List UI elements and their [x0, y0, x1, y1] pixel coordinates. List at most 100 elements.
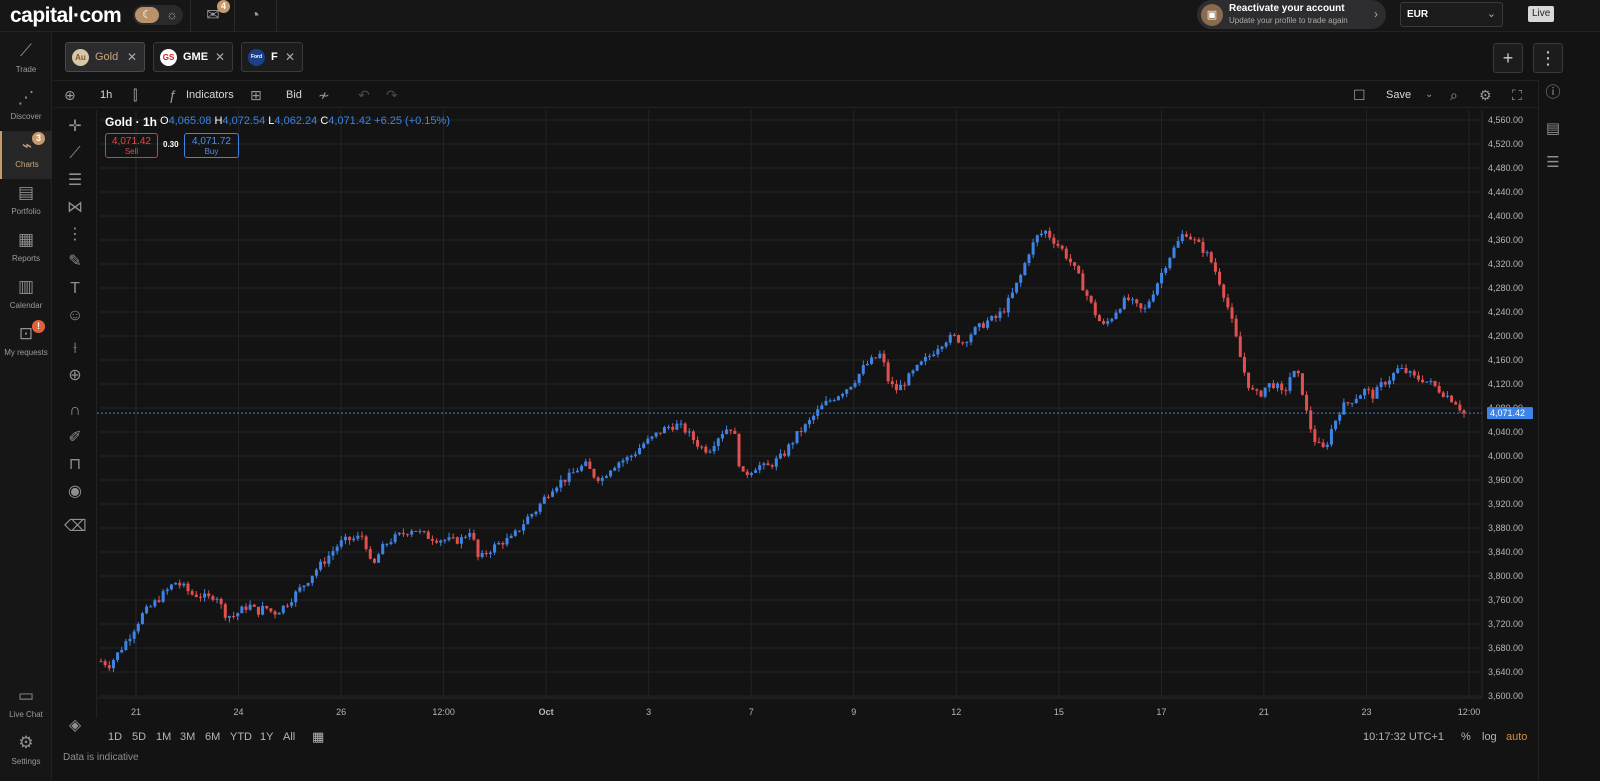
- search-zoom-icon[interactable]: ⌕: [1450, 87, 1458, 103]
- redo-icon[interactable]: ↷: [386, 87, 398, 103]
- lock-icon[interactable]: ⊓: [68, 456, 82, 473]
- y-tick-label: 4,480.00: [1488, 163, 1523, 173]
- sidebar-item-label: Charts: [15, 160, 39, 169]
- add-tab-button[interactable]: +: [1493, 43, 1523, 73]
- info-icon[interactable]: ⓘ: [1545, 84, 1561, 101]
- candle-body: [1251, 387, 1255, 390]
- reactivate-account-banner[interactable]: ▣ Reactivate your account Update your pr…: [1197, 0, 1386, 29]
- capital-logo[interactable]: capital·com: [10, 4, 122, 27]
- range-6m[interactable]: 6M: [205, 731, 221, 743]
- watchlist-icon[interactable]: ▤: [1545, 120, 1561, 137]
- ruler-icon[interactable]: ⟊: [72, 340, 78, 357]
- price-chart[interactable]: 3,600.00 3,640.00 3,680.00 3,720.00 3,760.00…: [97, 110, 1538, 725]
- layout-grid-icon[interactable]: ⊞: [250, 87, 262, 103]
- zoom-in-icon[interactable]: ⊕: [68, 367, 82, 384]
- range-5d[interactable]: 5D: [132, 731, 147, 743]
- tab-gme[interactable]: GS GME ✕: [153, 42, 233, 72]
- lock-drawing-icon[interactable]: ✐: [68, 429, 82, 446]
- close-icon[interactable]: ✕: [284, 50, 295, 64]
- auto-toggle[interactable]: auto: [1506, 731, 1528, 743]
- tab-gold[interactable]: Au Gold ✕: [65, 42, 145, 72]
- sidebar-item-settings[interactable]: ⚙ Settings: [0, 732, 52, 776]
- candle-body: [1450, 395, 1454, 403]
- list-icon[interactable]: ☰: [1546, 154, 1560, 171]
- candle-body: [310, 575, 314, 584]
- log-toggle[interactable]: log: [1482, 731, 1497, 743]
- eye-icon[interactable]: ◉: [68, 483, 82, 500]
- save-button[interactable]: Save: [1386, 89, 1412, 101]
- candle-body: [1201, 241, 1205, 253]
- sidebar-item-reports[interactable]: ▦ Reports: [0, 229, 52, 273]
- layers-icon[interactable]: ◈: [68, 717, 82, 734]
- candle-type-icon[interactable]: ⫿: [133, 87, 138, 103]
- candle-body: [327, 555, 331, 564]
- more-options-button[interactable]: ⋮: [1533, 43, 1563, 73]
- magnet-icon[interactable]: ∩: [69, 402, 81, 419]
- buy-button[interactable]: 4,071.72 Buy: [184, 133, 239, 158]
- price-side-button[interactable]: Bid: [286, 89, 302, 101]
- sidebar-item-my-requests[interactable]: ⊡ My requests: [0, 323, 52, 367]
- sidebar-item-discover[interactable]: ⋰ Discover: [0, 87, 52, 131]
- sidebar-item-portfolio[interactable]: ▤ Portfolio: [0, 182, 52, 226]
- candle-body: [103, 661, 107, 666]
- tab-f[interactable]: Ford F ✕: [241, 42, 303, 72]
- close-icon[interactable]: ✕: [126, 50, 137, 64]
- currency-select[interactable]: EUR ⌄: [1400, 2, 1503, 27]
- crosshair-icon[interactable]: ✛: [68, 118, 82, 135]
- candle-body: [306, 583, 310, 586]
- text-icon[interactable]: T: [70, 280, 80, 297]
- candle-body: [377, 554, 381, 563]
- pattern-icon[interactable]: ⋈: [67, 199, 83, 216]
- clock-time[interactable]: 10:17:32 UTC+1: [1363, 731, 1445, 743]
- percent-toggle[interactable]: %: [1461, 731, 1471, 743]
- horizontal-lines-icon[interactable]: ☰: [67, 172, 83, 189]
- mail-icon[interactable]: ✉: [206, 7, 220, 24]
- range-3m[interactable]: 3M: [180, 731, 196, 743]
- candle-body: [1387, 380, 1391, 385]
- sidebar-item-calendar[interactable]: ▥ Calendar: [0, 276, 52, 320]
- fullscreen-icon[interactable]: ⛶: [1512, 87, 1522, 103]
- replay-icon[interactable]: ≁: [318, 87, 330, 103]
- candle-body: [1346, 402, 1350, 404]
- live-mode-badge[interactable]: Live: [1528, 6, 1555, 22]
- brush-icon[interactable]: ✎: [68, 253, 82, 270]
- settings-icon[interactable]: ⚙: [1479, 87, 1492, 103]
- date-range-icon[interactable]: ▦: [312, 729, 325, 744]
- layout-square-icon[interactable]: ☐: [1353, 87, 1366, 103]
- range-all[interactable]: All: [283, 731, 296, 743]
- pie-chart-icon[interactable]: ◔: [250, 7, 260, 24]
- chevron-down-icon[interactable]: ⌄: [1425, 89, 1434, 100]
- candle-body: [397, 532, 401, 535]
- sidebar-item-live-chat[interactable]: ▭ Live Chat: [0, 685, 52, 729]
- range-1d[interactable]: 1D: [108, 731, 123, 743]
- chat-icon: ▭: [17, 686, 35, 705]
- candle-body: [1031, 242, 1035, 255]
- range-1y[interactable]: 1Y: [260, 731, 274, 743]
- theme-toggle[interactable]: ☾ ☼: [133, 5, 183, 25]
- indicators-button[interactable]: Indicators: [186, 89, 234, 101]
- trend-line-icon[interactable]: ⟋: [69, 145, 81, 162]
- candle-body: [522, 524, 526, 531]
- emoji-icon[interactable]: ☺: [66, 307, 84, 324]
- interval-button[interactable]: 1h: [100, 89, 113, 101]
- undo-icon[interactable]: ↶: [358, 87, 370, 103]
- range-ytd[interactable]: YTD: [230, 731, 252, 743]
- close-icon[interactable]: ✕: [214, 50, 225, 64]
- candle-body: [248, 604, 252, 610]
- sidebar-item-label: Reports: [11, 254, 40, 263]
- trend-icon: ⟋: [20, 41, 32, 60]
- candle-body: [165, 589, 169, 592]
- candle-body: [1164, 268, 1168, 273]
- candle-body: [961, 342, 965, 344]
- sell-button[interactable]: 4,071.42 Sell: [105, 133, 158, 158]
- trash-icon[interactable]: ⌫: [64, 518, 87, 535]
- fib-icon[interactable]: ⋮: [67, 226, 83, 243]
- range-1m[interactable]: 1M: [156, 731, 172, 743]
- candle-body: [1143, 307, 1147, 309]
- sidebar-item-trade[interactable]: ⟋ Trade: [0, 40, 52, 84]
- account-icon: ▣: [1201, 4, 1223, 26]
- candle-body: [551, 491, 555, 497]
- indicators-icon[interactable]: ƒ: [169, 87, 177, 103]
- add-symbol-icon[interactable]: ⊕: [64, 87, 76, 103]
- candle-body: [969, 334, 973, 343]
